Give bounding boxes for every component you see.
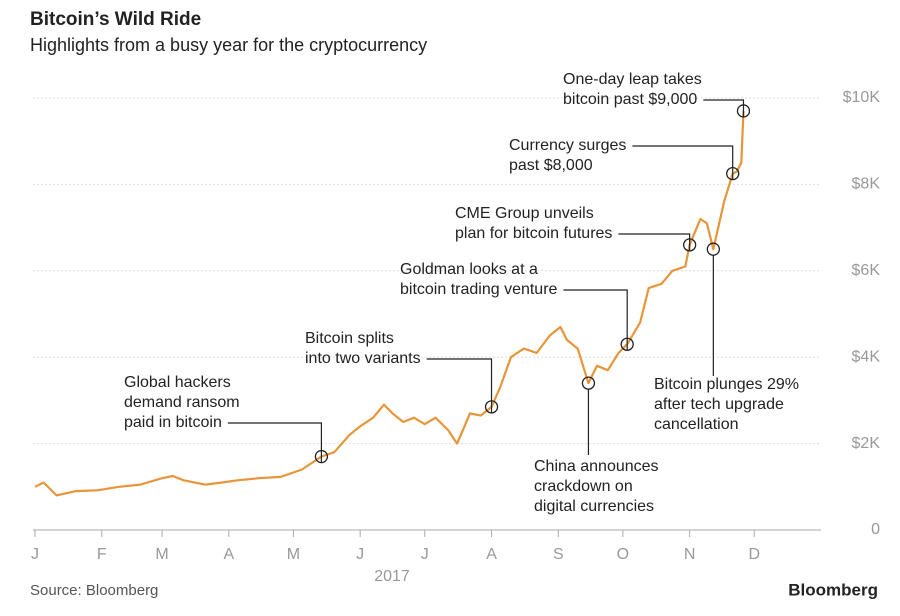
x-tick-label: S [553,546,564,563]
annotation-marker [314,449,329,464]
x-tick-label: D [748,546,760,563]
annotation-marker [620,337,634,351]
data-line [34,110,745,497]
annotation-text: Bitcoin splits [305,330,394,347]
leader-line [703,99,745,117]
annotation-marker [706,242,720,256]
annotation-text: crackdown on [534,478,633,495]
annotation-text: past $8,000 [509,157,593,174]
annotation-text: after tech upgrade [654,396,784,413]
x-tick-label: A [486,546,497,563]
annotation-text: Goldman looks at a [400,261,538,278]
chart-title: Bitcoin’s Wild Ride [30,9,201,30]
annotation-text: bitcoin past $9,000 [563,91,697,108]
annotation-text: CME Group unveils [455,205,594,222]
x-tick-label: M [287,546,300,563]
leader-line [618,233,691,251]
annotation-text: demand ransom [124,394,240,411]
annotation-text: China announces [534,458,659,475]
y-tick-label: $8K [852,176,881,193]
x-tick-label: J [31,546,39,563]
annotation-marker [581,376,596,390]
y-tick-label: $4K [852,348,881,365]
y-tick-label: $10K [843,89,881,106]
annotation-text: paid in bitcoin [124,414,222,431]
annotation-text: bitcoin trading venture [400,281,558,298]
annotation-text: One-day leap takes [563,71,702,88]
annotation-marker [736,104,751,118]
y-tick-label: $6K [852,262,881,279]
x-axis-label: 2017 [374,568,410,585]
chart-subtitle: Highlights from a busy year for the cryp… [30,35,427,55]
annotation-text: plan for bitcoin futures [455,225,612,242]
annotation-text: Currency surges [509,137,626,154]
leader-line [426,358,493,413]
x-tick-label: M [155,546,168,563]
annotation-text: cancellation [654,416,739,433]
brand: Bloomberg [788,580,878,599]
x-tick-label: F [97,546,107,563]
y-tick-label: 0 [871,521,880,538]
leader-line [632,145,734,180]
leader-line [227,422,323,463]
x-tick-label: A [223,546,234,563]
annotation-text: digital currencies [534,498,654,515]
annotation-marker [682,238,697,252]
x-tick-label: N [684,546,696,563]
annotation-text: Bitcoin plunges 29% [654,376,799,393]
annotation-text: Global hackers [124,374,231,391]
x-tick-label: J [356,546,364,563]
x-tick-label: J [421,546,429,563]
y-tick-label: $2K [852,435,881,452]
annotation-marker [484,400,499,414]
annotation-text: into two variants [305,350,421,367]
annotation-marker [726,166,740,181]
source: Source: Bloomberg [30,582,158,599]
leader-line [563,289,628,351]
x-tick-label: O [617,546,629,563]
